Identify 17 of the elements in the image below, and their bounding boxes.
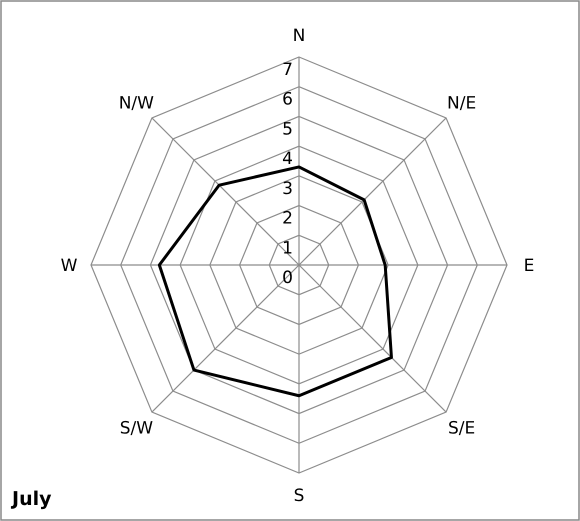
- spoke-label: S/W: [120, 418, 154, 439]
- spoke-label: S/E: [448, 418, 476, 439]
- text: July: [10, 488, 52, 510]
- y-tick-label: 0: [282, 268, 293, 288]
- spoke-label: N/E: [447, 93, 476, 114]
- spoke-label: E: [524, 256, 534, 276]
- spoke-label: N: [292, 26, 306, 46]
- y-tick-label: 5: [282, 119, 293, 140]
- y-tick-label: 2: [282, 208, 293, 229]
- y-tick-label: 6: [282, 90, 293, 110]
- y-tick-label: 7: [282, 60, 293, 80]
- spoke-label: S: [294, 486, 304, 506]
- y-tick-label: 4: [282, 149, 293, 170]
- spoke-label: W: [60, 256, 78, 276]
- y-tick-label: 3: [282, 178, 293, 199]
- y-tick-label: 1: [282, 238, 293, 258]
- spoke-label: N/W: [118, 93, 154, 114]
